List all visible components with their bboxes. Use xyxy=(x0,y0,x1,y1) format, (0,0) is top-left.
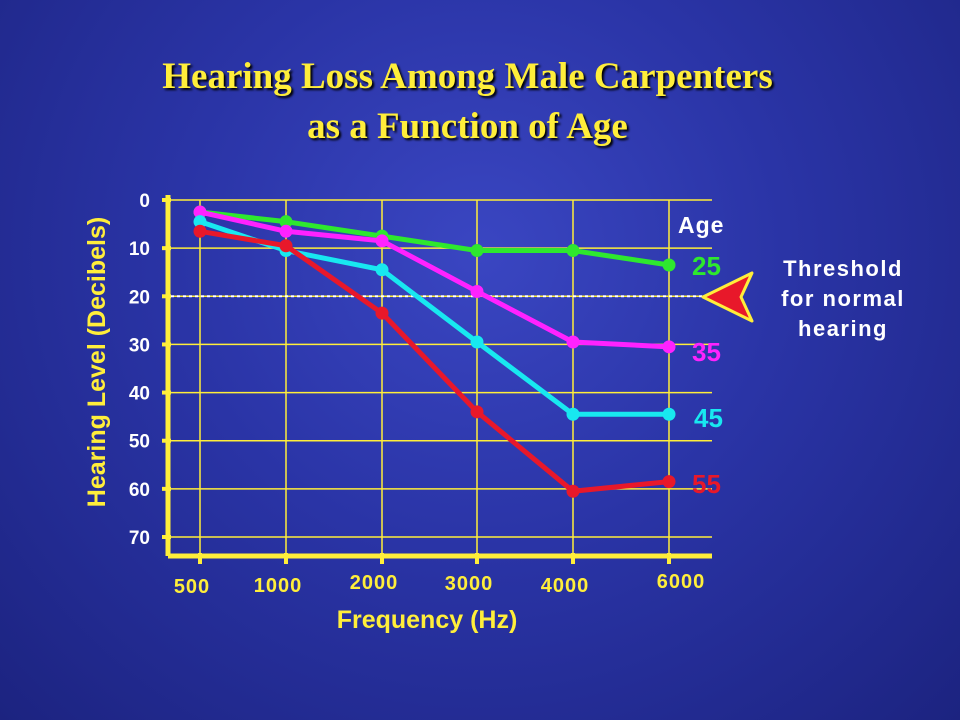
data-point-45 xyxy=(566,407,580,421)
data-point-25 xyxy=(470,244,484,258)
x-tick-label: 2000 xyxy=(350,572,399,594)
series-label-45: 45 xyxy=(694,403,723,433)
series-label-55: 55 xyxy=(692,469,721,499)
data-point-35 xyxy=(566,335,580,349)
legend-title: Age xyxy=(678,212,724,238)
data-point-55 xyxy=(566,484,580,498)
y-tick-label: 0 xyxy=(139,191,150,212)
data-point-45 xyxy=(662,407,676,421)
chart-title-line-1: Hearing Loss Among Male Carpenters xyxy=(162,56,773,97)
data-point-55 xyxy=(470,405,484,419)
data-point-35 xyxy=(279,224,293,238)
series-line-25 xyxy=(197,209,672,268)
threshold-label-line: hearing xyxy=(798,316,888,341)
y-tick-label: 60 xyxy=(129,480,150,501)
x-tick-label: 6000 xyxy=(657,571,706,593)
labels-group: Frequency (Hz) Hearing Level (Decibels) Ag… xyxy=(83,212,724,634)
data-point-45 xyxy=(470,335,484,349)
series-line-55 xyxy=(197,228,672,494)
threshold-label-line: for normal xyxy=(781,286,905,311)
x-axis-title: Frequency (Hz) xyxy=(337,606,518,634)
data-point-45 xyxy=(193,215,207,229)
series-group xyxy=(193,205,676,498)
y-tick-label: 30 xyxy=(129,335,150,356)
threshold-line-group: Threshold for normal hearing xyxy=(171,256,905,341)
y-tick-label: 20 xyxy=(129,287,150,308)
y-axis-title: Hearing Level (Decibels) xyxy=(83,217,111,507)
x-tick-label: 4000 xyxy=(541,575,590,597)
x-tick-label: 500 xyxy=(174,576,210,598)
data-point-45 xyxy=(375,263,389,277)
grid-lines xyxy=(168,199,712,556)
threshold-arrow-icon xyxy=(701,271,754,323)
y-tick-label: 70 xyxy=(129,528,150,549)
y-tick-label: 40 xyxy=(129,384,150,405)
data-point-55 xyxy=(662,475,676,489)
data-point-55 xyxy=(279,239,293,253)
y-tick-label: 50 xyxy=(129,432,150,453)
series-line-35 xyxy=(197,209,672,350)
data-point-25 xyxy=(279,215,293,229)
threshold-label-line: Threshold xyxy=(783,256,903,281)
y-tick-label: 10 xyxy=(129,239,150,260)
data-point-25 xyxy=(566,244,580,258)
data-point-35 xyxy=(662,340,676,354)
data-point-35 xyxy=(193,205,207,219)
data-point-35 xyxy=(375,234,389,248)
series-label-35: 35 xyxy=(692,337,721,367)
data-point-55 xyxy=(193,224,207,238)
chart-title-line-2: as a Function of Age xyxy=(307,106,628,147)
x-tick-label: 1000 xyxy=(254,575,303,597)
series-label-25: 25 xyxy=(692,251,721,281)
data-point-35 xyxy=(470,284,484,298)
data-point-55 xyxy=(375,306,389,320)
data-point-25 xyxy=(662,258,676,272)
x-tick-label: 3000 xyxy=(445,573,494,595)
series-line-45 xyxy=(197,219,672,417)
axes: 0 10 20 30 40 50 60 70 500 1000 2000 3000 4000 6000 xyxy=(129,191,712,598)
